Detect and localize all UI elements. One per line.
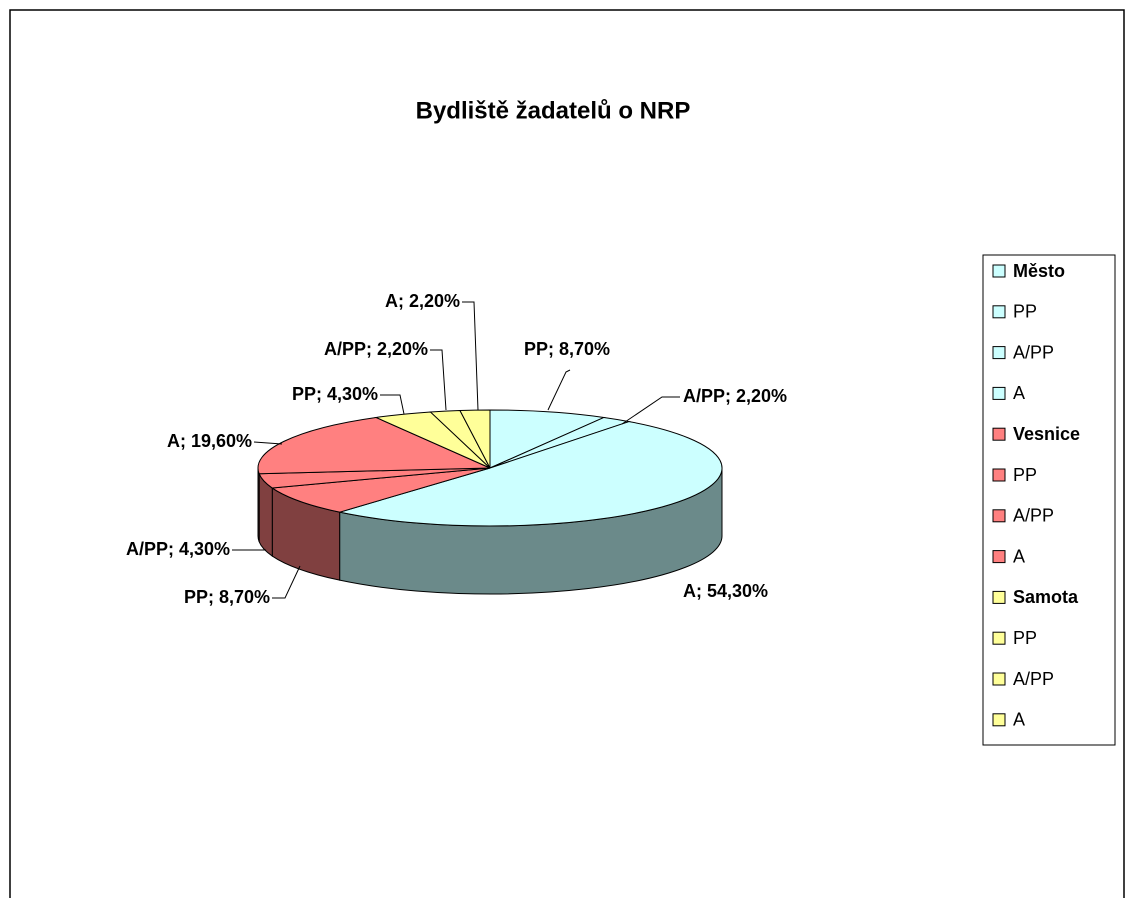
legend-label: PP — [1013, 628, 1037, 648]
legend-swatch — [992, 264, 1006, 278]
data-label: A/PP; 2,20% — [324, 339, 428, 359]
slice — [489, 409, 606, 469]
slice-side — [257, 467, 260, 542]
chart-title: Bydliště žadatelů o NRP — [416, 97, 691, 124]
legend-swatch — [992, 346, 1006, 360]
leader-line — [462, 301, 479, 411]
legend-swatch — [992, 509, 1006, 523]
frame — [9, 9, 1125, 898]
leader-line — [253, 441, 283, 445]
leader-line — [547, 369, 571, 411]
leader-line — [621, 396, 680, 425]
data-label: A; 2,20% — [385, 291, 460, 311]
data-label: A/PP; 4,30% — [126, 539, 230, 559]
data-label: PP; 8,70% — [524, 339, 610, 359]
legend-swatch — [992, 713, 1006, 727]
legend-label: Vesnice — [1013, 424, 1080, 444]
legend-swatch — [992, 386, 1006, 400]
slice — [270, 467, 491, 513]
legend-box — [982, 254, 1116, 746]
legend-label: PP — [1013, 465, 1037, 485]
legend-swatch — [992, 550, 1006, 564]
leader-line — [272, 565, 301, 599]
data-label: A; 54,30% — [683, 581, 768, 601]
legend-swatch — [992, 672, 1006, 686]
data-label: A; 19,60% — [167, 431, 252, 451]
data-label: PP; 8,70% — [184, 587, 270, 607]
legend-label: Samota — [1013, 587, 1079, 607]
legend-swatch — [992, 468, 1006, 482]
legend-label: A/PP — [1013, 669, 1054, 689]
legend-swatch — [992, 305, 1006, 319]
legend-swatch — [992, 631, 1006, 645]
data-label: PP; 4,30% — [292, 384, 378, 404]
legend-swatch — [992, 427, 1006, 441]
leader-line — [380, 394, 405, 415]
slice — [257, 416, 491, 475]
legend-label: A/PP — [1013, 506, 1054, 526]
legend-label: A/PP — [1013, 342, 1054, 362]
legend-label: Město — [1013, 261, 1065, 281]
legend-label: PP — [1013, 302, 1037, 322]
legend-swatch — [992, 590, 1006, 604]
slice — [459, 409, 491, 469]
slice — [339, 421, 723, 527]
leader-line — [430, 349, 447, 411]
data-label: A/PP; 2,20% — [683, 386, 787, 406]
legend-label: A — [1013, 383, 1025, 403]
legend-label: A — [1013, 710, 1025, 730]
legend-label: A — [1013, 546, 1025, 566]
